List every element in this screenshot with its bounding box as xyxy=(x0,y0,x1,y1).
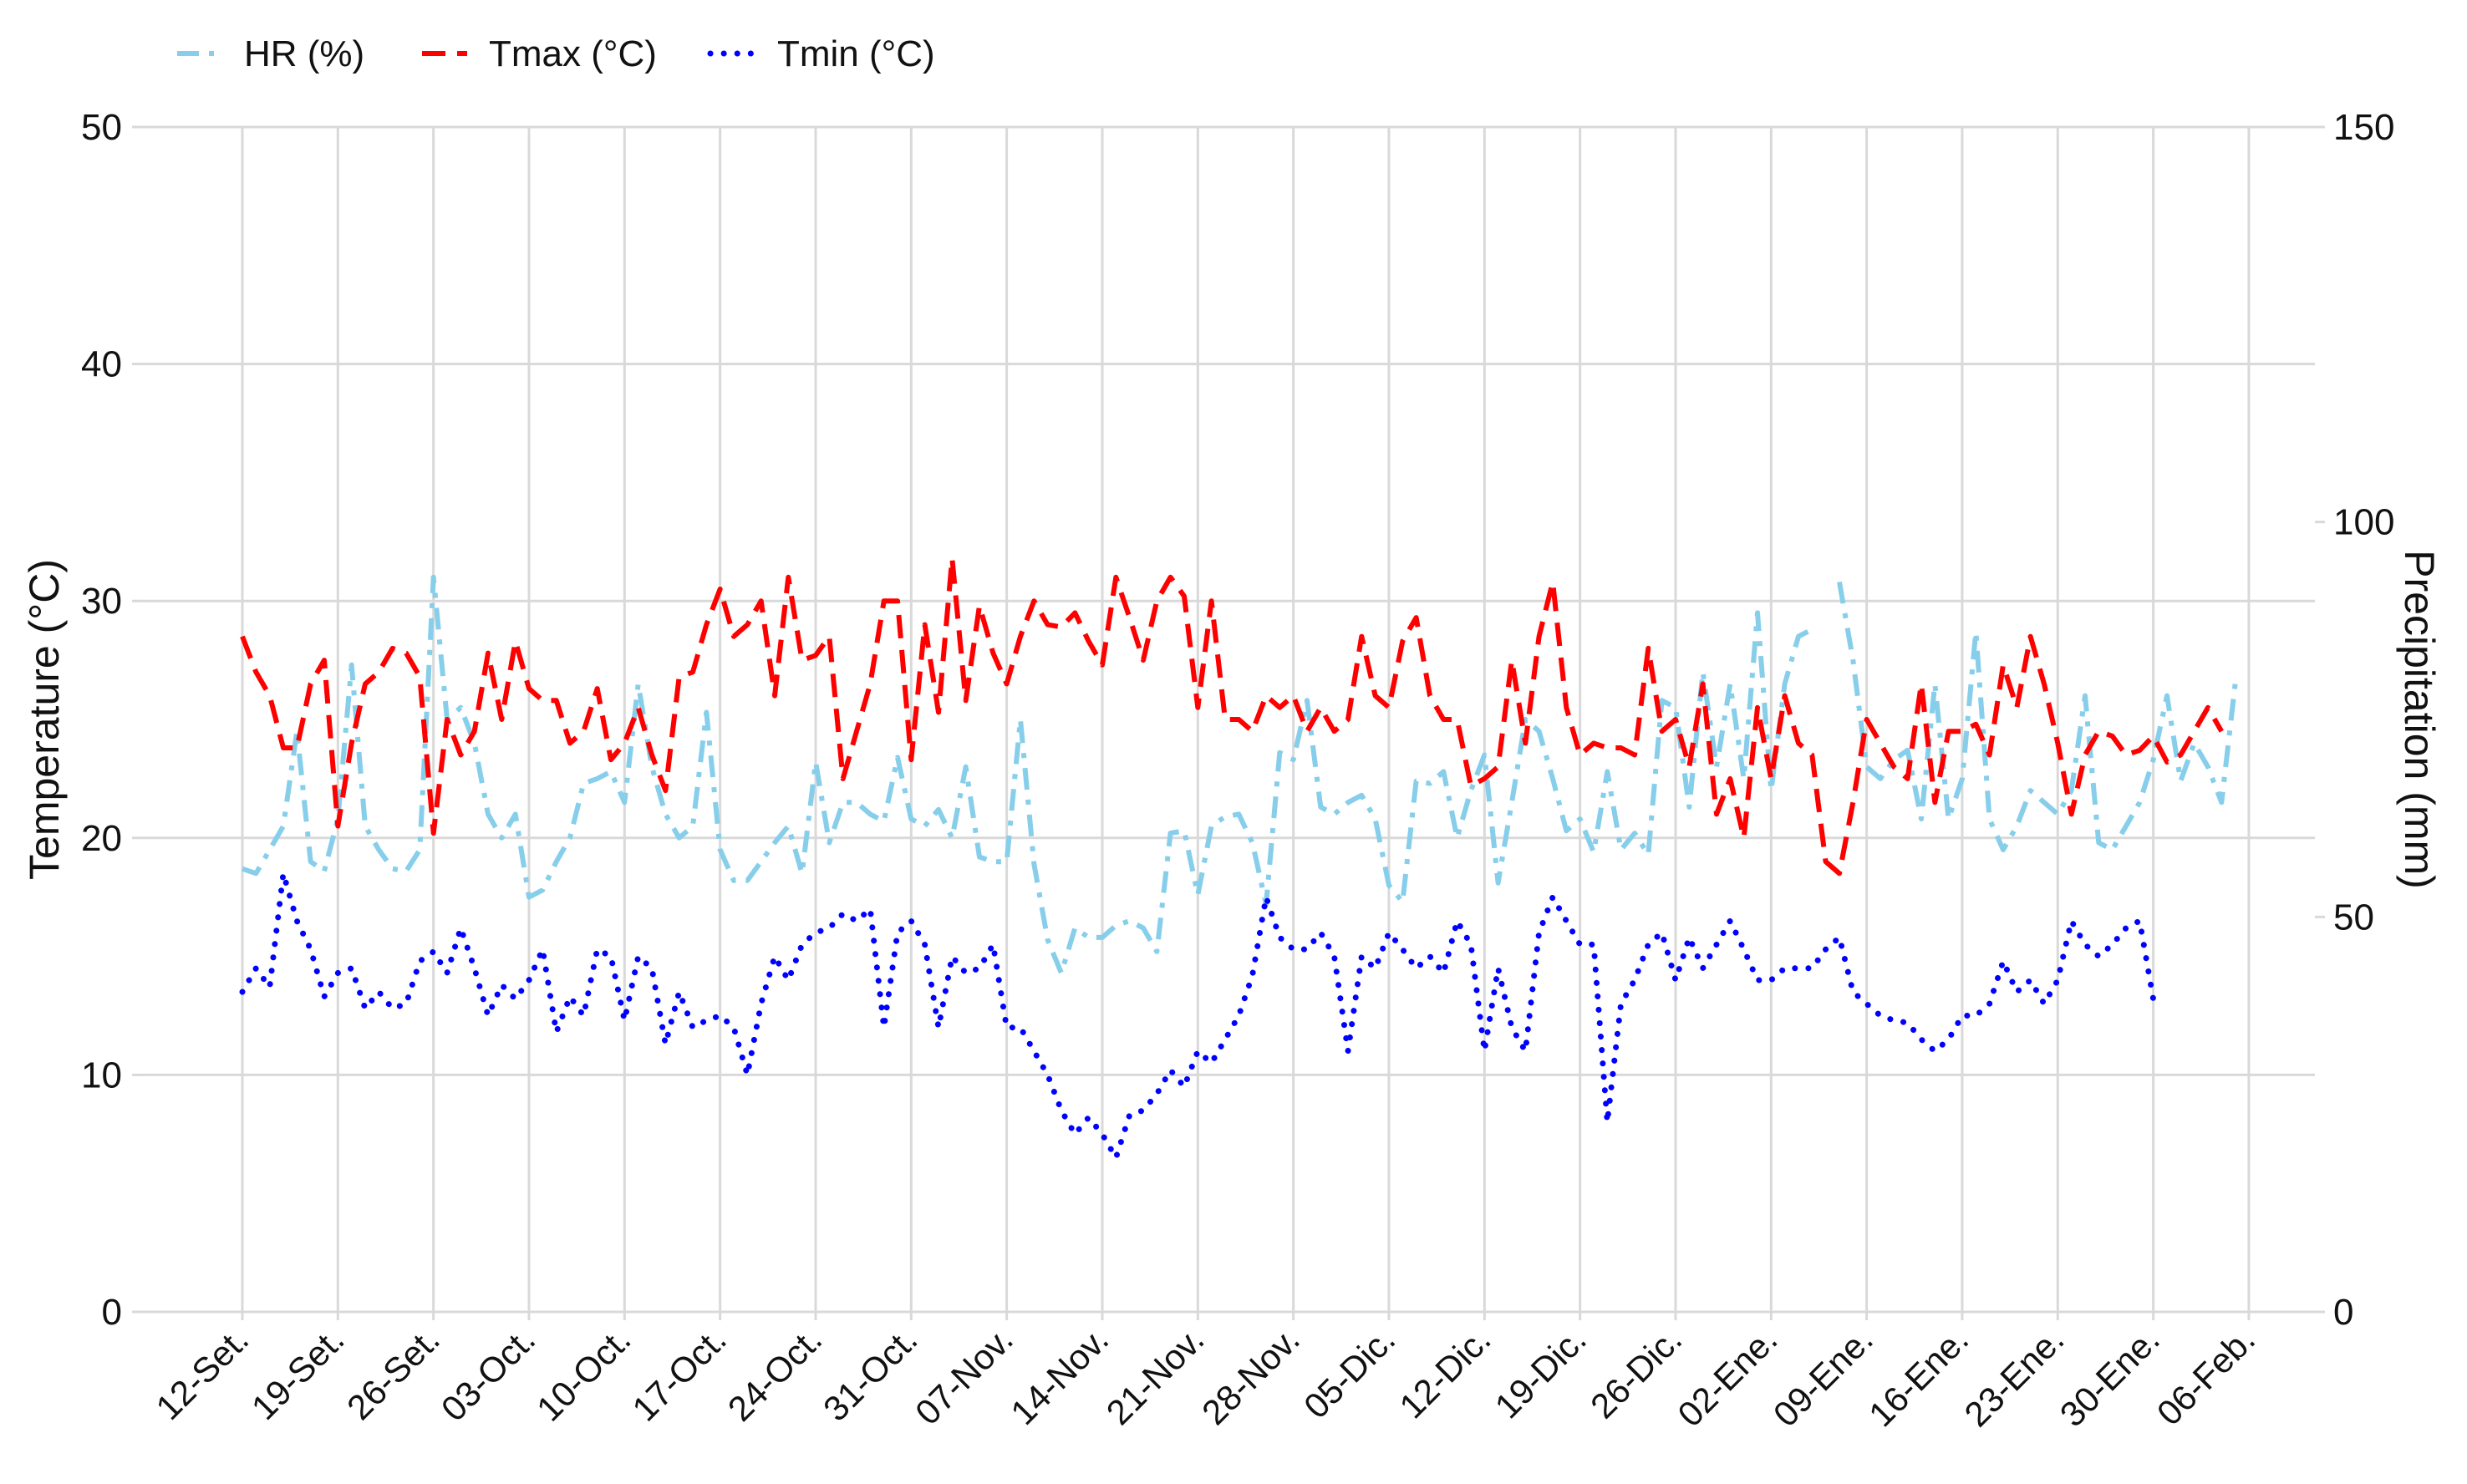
series-line-tmin xyxy=(239,870,2157,1161)
x-tick-label: 06-Feb. xyxy=(2149,1319,2263,1433)
x-tick-label: 05-Dic. xyxy=(1296,1319,1402,1426)
x-tick-label: 03-Oct. xyxy=(434,1319,543,1429)
legend: HR (%) Tmax (°C) Tmin (°C) xyxy=(177,33,935,74)
x-tick-label: 30-Ene. xyxy=(2052,1319,2167,1434)
y-axis-title: Temperature (°C) xyxy=(21,559,68,880)
x-tick-label: 16-Ene. xyxy=(1861,1319,1976,1434)
x-tick-label: 14-Nov. xyxy=(1003,1319,1116,1432)
y-tick-label: 40 xyxy=(81,344,122,385)
y2-axis-title: Precipitation (mm) xyxy=(2396,550,2443,889)
y2-tick-label: 150 xyxy=(2333,107,2394,148)
legend-label: Tmin (°C) xyxy=(777,33,935,74)
x-tick-label: 26-Set. xyxy=(339,1319,447,1427)
y-tick-label: 50 xyxy=(81,107,122,148)
series-line-hr xyxy=(242,574,2238,976)
x-tick-label: 07-Nov. xyxy=(908,1319,1020,1432)
x-tick-label: 19-Dic. xyxy=(1488,1319,1594,1426)
x-tick-label: 12-Set. xyxy=(148,1319,256,1427)
y-tick-label: 20 xyxy=(81,818,122,859)
x-tick-label: 24-Oct. xyxy=(720,1319,830,1429)
x-tick-label: 09-Ene. xyxy=(1766,1319,1880,1434)
x-tick-label: 12-Dic. xyxy=(1391,1319,1498,1426)
x-tick-label: 10-Oct. xyxy=(529,1319,638,1429)
x-tick-label: 21-Nov. xyxy=(1099,1319,1212,1432)
legend-entry-hr: HR (%) xyxy=(177,33,364,74)
legend-entry-tmin: Tmin (°C) xyxy=(707,33,935,74)
y2-tick-label: 0 xyxy=(2333,1292,2353,1333)
x-tick-label: 23-Ene. xyxy=(1956,1319,2071,1434)
y-tick-label: 10 xyxy=(81,1055,122,1095)
x-tick-label: 31-Oct. xyxy=(816,1319,925,1429)
x-tick-label: 02-Ene. xyxy=(1670,1319,1784,1434)
series-lines xyxy=(239,556,2238,1161)
x-tick-label: 19-Set. xyxy=(244,1319,352,1427)
legend-label: HR (%) xyxy=(244,33,364,74)
series-line-tmax xyxy=(240,556,2224,877)
legend-label: Tmax (°C) xyxy=(489,33,657,74)
y2-tick-label: 50 xyxy=(2333,897,2374,938)
x-tick-label: 17-Oct. xyxy=(624,1319,734,1429)
x-tick-label: 28-Nov. xyxy=(1194,1319,1307,1432)
y-tick-label: 0 xyxy=(102,1292,122,1333)
legend-entry-tmax: Tmax (°C) xyxy=(422,33,657,74)
y2-tick-label: 100 xyxy=(2333,502,2394,543)
y-tick-label: 30 xyxy=(81,581,122,622)
